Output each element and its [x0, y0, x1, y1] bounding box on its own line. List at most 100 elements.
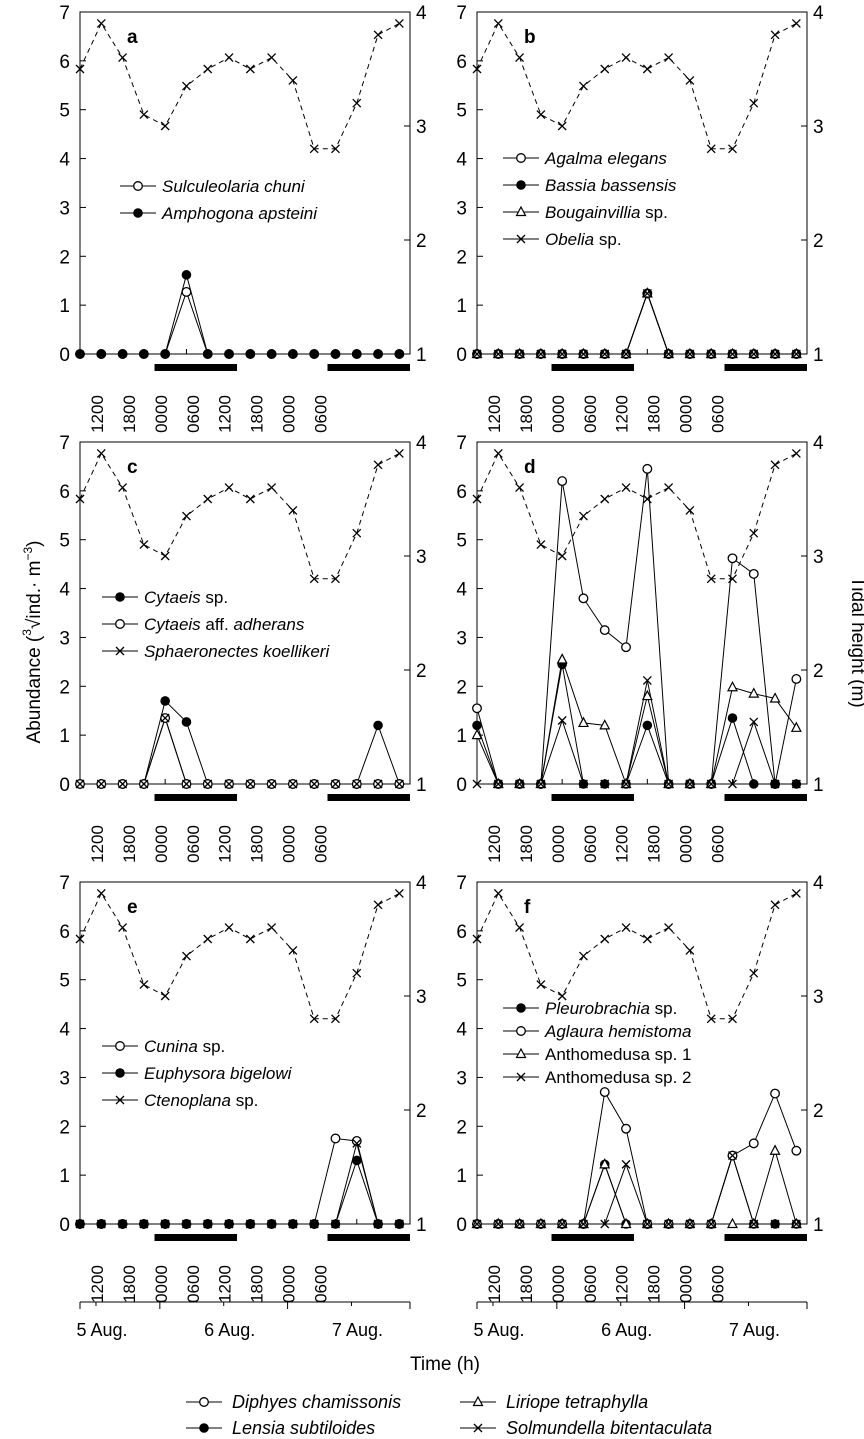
tide-point	[224, 483, 234, 493]
y-left-tick-label: 0	[59, 345, 70, 366]
date-label: 5 Aug.	[76, 1320, 127, 1340]
time-tick-label: 1200	[613, 395, 632, 433]
tide-point	[75, 494, 85, 504]
time-tick-label: 0000	[549, 825, 568, 863]
time-tick-label: 1800	[120, 395, 139, 433]
tide-point	[770, 900, 780, 910]
tide-point	[160, 121, 170, 131]
time-tick-label: 1800	[645, 825, 664, 863]
night-bar	[154, 794, 238, 801]
data-point	[642, 463, 653, 474]
legend-e: Cunina sp. Euphysora bigelowi Ctenoplana s…	[102, 1037, 293, 1110]
y-left-tick-label: 0	[59, 775, 70, 796]
data-point	[493, 1219, 503, 1229]
legend-word: Sphaeronectes	[144, 642, 259, 661]
time-tick-label: 1800	[645, 395, 664, 433]
data-point	[600, 779, 610, 789]
time-tick-label: 0600	[184, 395, 203, 433]
data-point	[309, 779, 319, 789]
time-tick-label: 0000	[549, 395, 568, 433]
data-point	[664, 349, 674, 359]
series-line	[80, 1158, 400, 1225]
tide-point	[352, 98, 362, 108]
y-left-tick-label: 1	[456, 1166, 467, 1187]
legend-word: bassensis	[596, 176, 677, 195]
data-point	[641, 689, 653, 701]
tide-point	[139, 980, 149, 990]
data-point	[352, 779, 362, 789]
y-left-tick-label: 4	[59, 580, 70, 601]
panel-label: c	[127, 457, 138, 478]
legend-marker	[516, 153, 526, 163]
y-right-tick-label: 2	[813, 231, 824, 252]
data-point	[578, 779, 588, 789]
tide-line	[79, 452, 400, 580]
y-left-tick-label: 6	[456, 482, 467, 503]
legend-entry: Sulculeolaria chuni	[162, 177, 306, 196]
legend-marker	[516, 180, 526, 190]
data-point	[706, 1219, 716, 1229]
data-point	[267, 1219, 277, 1229]
tide-point	[160, 991, 170, 1001]
time-tick-label: 1200	[613, 825, 632, 863]
y-left-tick-label: 6	[59, 922, 70, 943]
tide-point	[749, 968, 759, 978]
data-point	[769, 692, 781, 703]
y-right-tick-label: 1	[416, 1215, 427, 1236]
series-line	[476, 664, 797, 785]
plot-frame	[476, 441, 808, 785]
data-point	[75, 1219, 85, 1229]
tide-point	[536, 540, 546, 550]
data-point	[139, 1219, 149, 1229]
legend-entry: Obelia sp.	[545, 230, 622, 249]
legend-word: Cytaeis	[144, 615, 201, 634]
tide-point	[515, 483, 525, 493]
y-left-tick-label: 0	[456, 775, 467, 796]
time-tick-label: 0600	[581, 1265, 600, 1303]
data-point	[160, 696, 170, 706]
y-right-tick-label: 3	[813, 547, 824, 568]
tide-point	[600, 494, 610, 504]
data-point	[309, 349, 319, 359]
series-line	[477, 1090, 797, 1225]
time-tick-label: 0600	[709, 395, 728, 433]
tide-point	[472, 494, 482, 504]
legend-word: koellikeri	[258, 642, 330, 661]
time-tick-label: 0600	[709, 1265, 728, 1303]
legend-marker	[516, 234, 526, 244]
data-point	[330, 1133, 341, 1144]
legend-marker	[115, 619, 125, 629]
plot-frame	[476, 11, 808, 355]
legend-entry: Agalma elegans	[544, 149, 667, 168]
y-left-axis-label: Abundance (3√ind.· m−3)	[20, 541, 45, 744]
date-label: 7 Aug.	[729, 1320, 780, 1340]
data-point	[471, 728, 483, 740]
night-bar	[724, 794, 807, 801]
tide-point	[288, 75, 298, 85]
y-left-tick-label: 6	[59, 52, 70, 73]
data-point	[556, 653, 568, 664]
night-bar	[327, 1234, 410, 1241]
time-tick-label: 1800	[248, 825, 267, 863]
y-left-tick-label: 5	[59, 101, 70, 122]
legend-a: Sulculeolaria chuni Amphogona apsteini	[120, 177, 318, 223]
data-point	[727, 553, 738, 564]
tide-point	[267, 923, 277, 933]
legend-word: Pleurobrachia	[545, 999, 650, 1018]
data-point	[373, 1219, 383, 1229]
time-tick-label: 1800	[120, 1265, 139, 1303]
data-point	[75, 779, 85, 789]
time-tick-label: 1800	[517, 395, 536, 433]
data-point	[267, 779, 277, 789]
series-line	[80, 290, 400, 355]
legend-word: Sulculeolaria	[162, 177, 259, 196]
tide-point	[706, 1014, 716, 1024]
legend-f: Pleurobrachia sp. Aglaura hemistoma Anthom…	[503, 999, 691, 1087]
data-point	[118, 779, 128, 789]
night-bar	[154, 1234, 238, 1241]
date-label: 7 Aug.	[332, 1320, 383, 1340]
legend-c: Cytaeis sp.Cytaeis aff. adheransSphaeron…	[102, 588, 330, 661]
tide-point	[224, 53, 234, 63]
data-point	[373, 349, 383, 359]
y-left-tick-label: 1	[456, 296, 467, 317]
